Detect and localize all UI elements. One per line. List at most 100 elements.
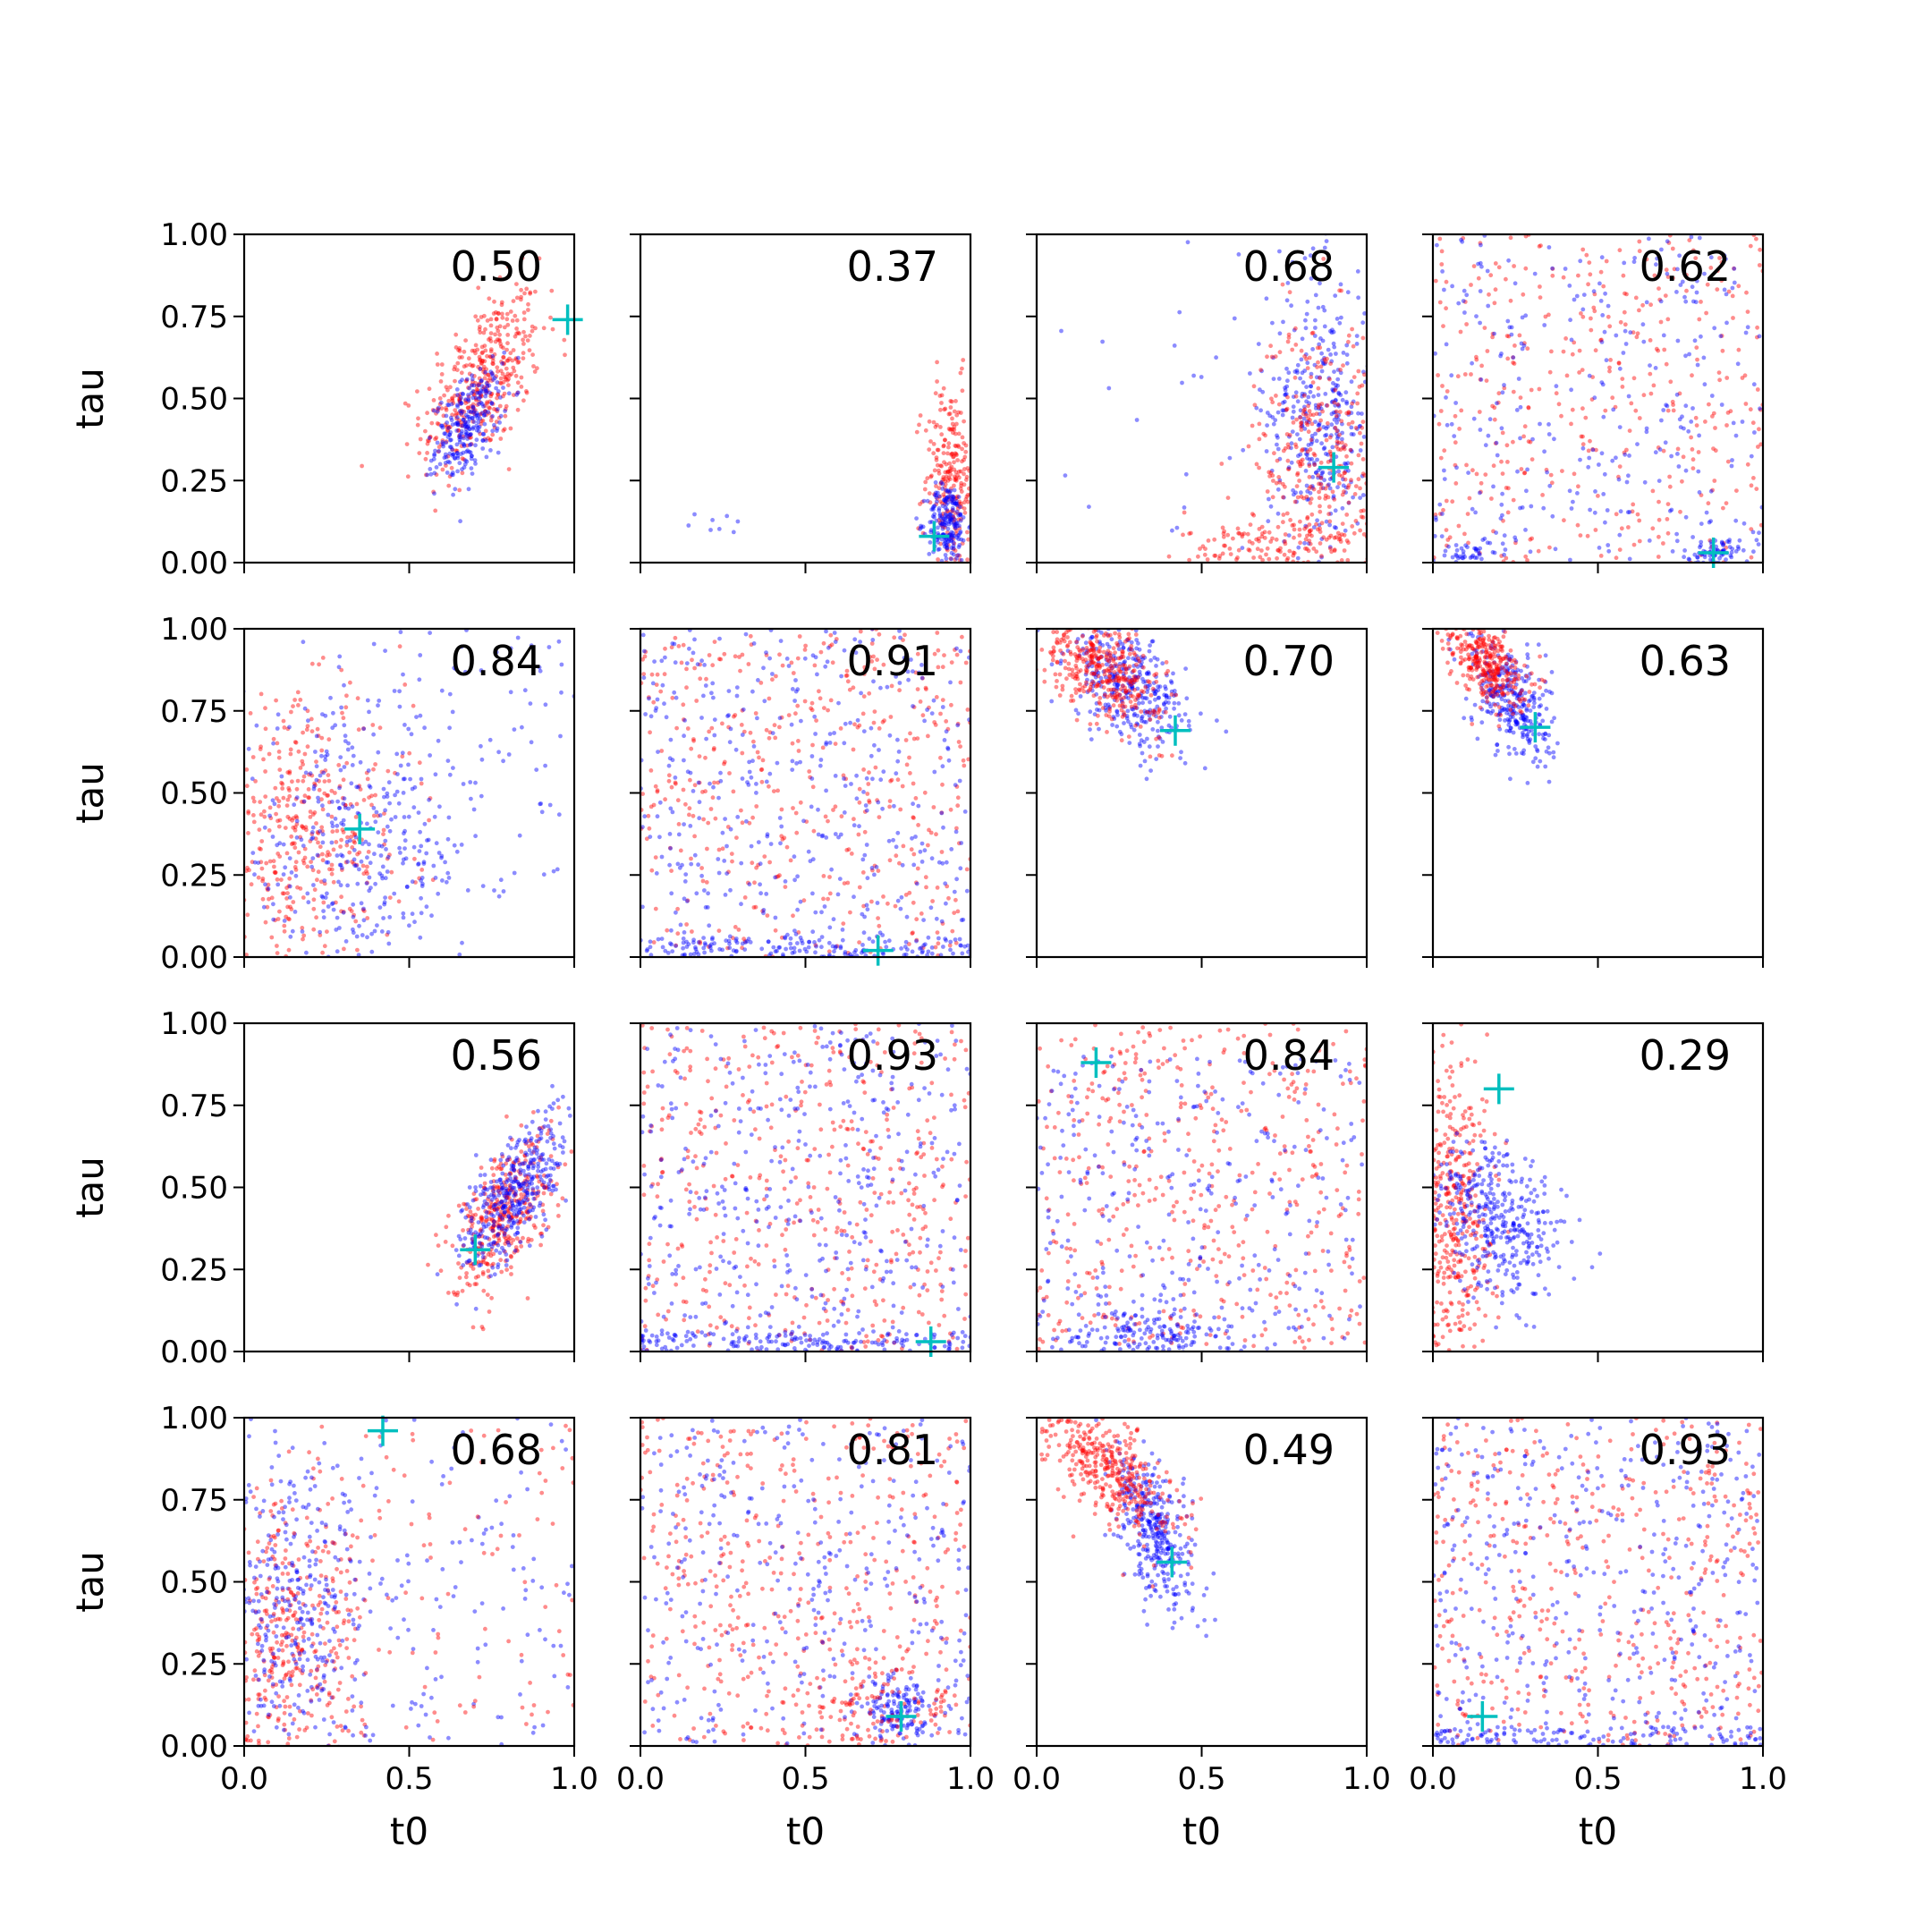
scatter-point-red	[353, 815, 359, 819]
scatter-point-red	[653, 906, 658, 911]
scatter-point-red	[940, 921, 945, 926]
scatter-point-blue	[696, 952, 701, 957]
scatter-point-blue	[809, 754, 815, 758]
scatter-point-blue	[1329, 400, 1335, 404]
scatter-point-red	[402, 401, 408, 406]
scatter-point-red	[1294, 417, 1299, 422]
scatter-point-red	[1549, 349, 1554, 354]
scatter-point-red	[1724, 376, 1730, 380]
scatter-point-blue	[862, 914, 867, 919]
scatter-point-blue	[953, 501, 958, 506]
scatter-point-red	[504, 377, 508, 382]
scatter-point-blue	[292, 910, 298, 914]
scatter-point-blue	[941, 945, 945, 949]
scatter-point-red	[455, 421, 461, 427]
scatter-point-blue	[460, 391, 465, 396]
scatter-point-blue	[892, 803, 896, 809]
scatter-point-blue	[743, 940, 748, 945]
scatter-point-red	[1547, 369, 1553, 375]
scatter-point-red	[872, 709, 877, 714]
scatter-point-blue	[934, 495, 939, 500]
scatter-point-red	[810, 784, 816, 790]
scatter-point-blue	[460, 423, 465, 428]
scatter-point-blue	[1443, 548, 1448, 554]
scatter-point-blue	[686, 942, 691, 946]
scatter-point-blue	[944, 938, 948, 943]
scatter-point-red	[960, 388, 965, 394]
scatter-point-blue	[288, 934, 293, 939]
scatter-point-blue	[1150, 710, 1155, 716]
scatter-point-red	[843, 674, 849, 678]
scatter-point-blue	[1622, 260, 1627, 266]
scatter-point-blue	[949, 516, 954, 521]
scatter-point-red	[943, 499, 948, 504]
scatter-point-blue	[765, 834, 770, 839]
scatter-point-red	[1268, 343, 1273, 349]
scatter-point-red	[1500, 471, 1505, 476]
scatter-point-red	[291, 900, 296, 904]
scatter-point-blue	[1606, 543, 1611, 547]
scatter-point-red	[952, 428, 957, 432]
scatter-point-blue	[1322, 308, 1327, 313]
scatter-point-blue	[459, 644, 464, 649]
scatter-point-red	[779, 935, 784, 940]
scatter-point-blue	[869, 866, 875, 870]
y-tick-label: 0.50	[160, 382, 228, 418]
scatter-point-blue	[675, 861, 681, 867]
scatter-point-red	[750, 815, 755, 820]
scatter-point-blue	[945, 526, 951, 531]
scatter-point-red	[1350, 401, 1355, 406]
scatter-point-red	[965, 466, 970, 470]
scatter-point-blue	[1284, 408, 1289, 412]
scatter-point-blue	[1148, 768, 1153, 773]
scatter-point-red	[490, 361, 496, 366]
scatter-point-blue	[429, 913, 434, 919]
scatter-point-red	[1338, 368, 1343, 372]
scatter-point-blue	[477, 396, 481, 402]
scatter-point-blue	[936, 490, 940, 496]
scatter-point-red	[954, 453, 959, 458]
scatter-point-red	[535, 366, 539, 371]
scatter-point-blue	[1300, 423, 1305, 428]
scatter-point-red	[1237, 531, 1242, 536]
scatter-point-red	[1276, 402, 1282, 407]
scatter-point-blue	[1344, 352, 1350, 357]
scatter-point-blue	[767, 771, 773, 776]
scatter-point-red	[916, 823, 920, 827]
scatter-point-blue	[1248, 371, 1252, 376]
scatter-point-red	[651, 940, 657, 945]
scatter-point-red	[501, 355, 505, 360]
scatter-point-red	[1274, 394, 1278, 398]
scatter-point-red	[779, 834, 784, 839]
scatter-point-blue	[401, 776, 406, 782]
scatter-point-red	[486, 372, 491, 377]
scatter-point-red	[1259, 548, 1264, 553]
scatter-point-red	[1670, 246, 1675, 251]
scatter-point-blue	[320, 840, 326, 845]
scatter-point-blue	[1301, 416, 1307, 421]
scatter-point-blue	[956, 495, 962, 499]
scatter-point-red	[505, 333, 511, 337]
scatter-point-blue	[1333, 398, 1338, 403]
scatter-point-blue	[1129, 681, 1133, 686]
scatter-point-blue	[954, 503, 960, 508]
scatter-point-red	[326, 850, 330, 855]
scatter-point-red	[1717, 377, 1722, 383]
scatter-point-blue	[1600, 382, 1606, 387]
scatter-point-blue	[538, 801, 544, 806]
scatter-point-blue	[1141, 680, 1146, 684]
scatter-point-red	[1340, 521, 1345, 526]
scatter-point-red	[1358, 430, 1362, 436]
scatter-point-blue	[1328, 352, 1333, 357]
scatter-point-red	[1345, 557, 1351, 563]
scatter-point-blue	[340, 853, 345, 859]
scatter-point-blue	[481, 403, 486, 409]
scatter-point-blue	[350, 745, 355, 750]
scatter-point-blue	[1354, 334, 1360, 338]
scatter-point-blue	[959, 557, 964, 563]
scatter-point-red	[1221, 531, 1226, 536]
scatter-point-blue	[1126, 681, 1131, 686]
scatter-point-blue	[343, 733, 348, 739]
scatter-point-blue	[1478, 260, 1483, 266]
scatter-point-red	[713, 816, 718, 821]
